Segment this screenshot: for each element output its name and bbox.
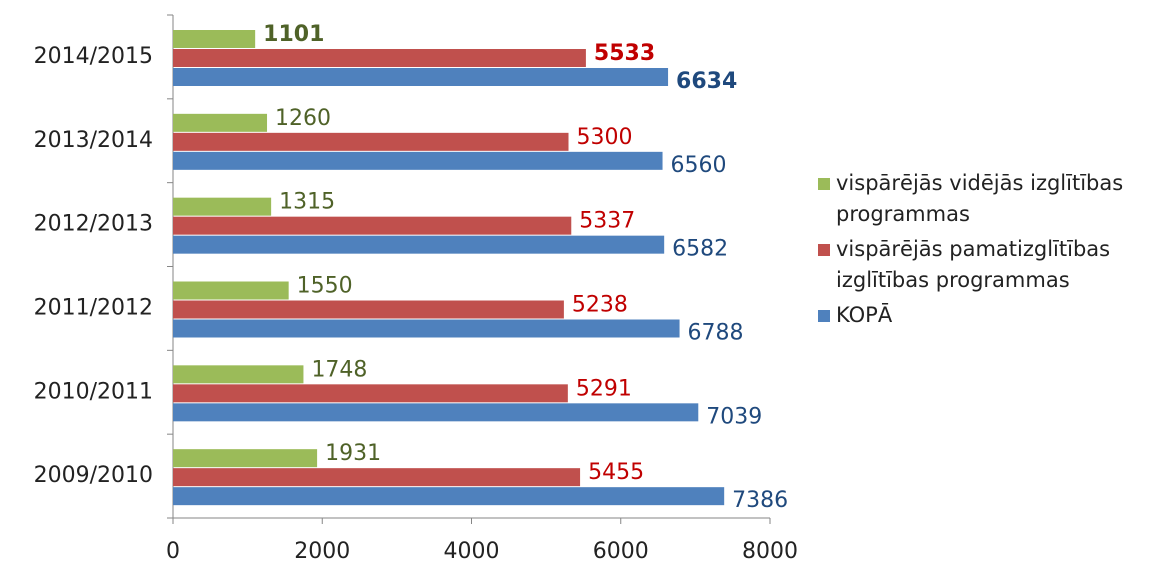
x-tick-label: 6000 (593, 539, 649, 564)
data-label: 1931 (325, 441, 381, 466)
data-label: 6634 (676, 69, 737, 94)
data-label: 1748 (311, 357, 367, 382)
x-tick-label: 4000 (444, 539, 500, 564)
bar (173, 216, 572, 235)
legend-entry: KOPĀ (818, 300, 1168, 331)
bar (173, 384, 568, 403)
data-label: 5238 (572, 293, 628, 318)
bar (173, 235, 665, 254)
legend-swatch (818, 310, 830, 322)
y-tick-label: 2012/2013 (34, 212, 153, 237)
data-label: 1315 (279, 190, 335, 215)
bar (173, 49, 586, 67)
bar (173, 113, 268, 132)
plot: 0 2000 4000 6000 8000 2014/2015 1101 5533 6634 20… (34, 14, 798, 564)
bar (173, 468, 581, 487)
data-label: 5533 (594, 41, 655, 66)
legend-swatch (818, 244, 830, 256)
x-tick-label: 8000 (742, 539, 798, 564)
data-label: 5300 (577, 125, 633, 150)
data-label: 7386 (732, 488, 788, 513)
legend-label: vispārējās vidējās izglītības programmas (836, 171, 1124, 226)
bar (173, 365, 304, 384)
legend-entry: vispārējās vidējās izglītības programmas (818, 168, 1168, 230)
y-tick-label: 2009/2010 (34, 463, 153, 488)
data-label: 6582 (672, 237, 728, 262)
bar (173, 281, 289, 300)
data-label: 6788 (688, 321, 744, 346)
bar (173, 300, 564, 319)
legend: vispārējās vidējās izglītības programmas… (818, 168, 1168, 335)
legend-label: vispārējās pamatizglītības izglītības pr… (836, 237, 1111, 292)
data-label: 6560 (671, 153, 727, 178)
data-label: 5455 (588, 460, 644, 485)
legend-label: KOPĀ (836, 303, 893, 327)
bar (173, 197, 272, 216)
data-label: 5291 (576, 376, 632, 401)
bar (173, 449, 318, 468)
bar (173, 319, 680, 338)
legend-swatch (818, 178, 830, 190)
y-tick-label: 2010/2011 (34, 379, 153, 404)
bar (173, 30, 256, 48)
legend-entry: vispārējās pamatizglītības izglītības pr… (818, 234, 1168, 296)
y-tick-label: 2014/2015 (34, 44, 153, 69)
bar (173, 151, 663, 170)
x-tick-label: 0 (166, 539, 180, 564)
data-label: 1101 (263, 22, 324, 47)
data-label: 1260 (275, 106, 331, 131)
bar (173, 132, 569, 151)
y-tick-label: 2013/2014 (34, 128, 153, 153)
bar (173, 403, 699, 422)
x-tick-label: 2000 (294, 539, 350, 564)
data-label: 1550 (297, 274, 353, 299)
bar (173, 487, 725, 506)
bar (173, 68, 669, 86)
y-tick-label: 2011/2012 (34, 295, 153, 320)
data-label: 5337 (579, 209, 635, 234)
data-label: 7039 (706, 404, 762, 429)
